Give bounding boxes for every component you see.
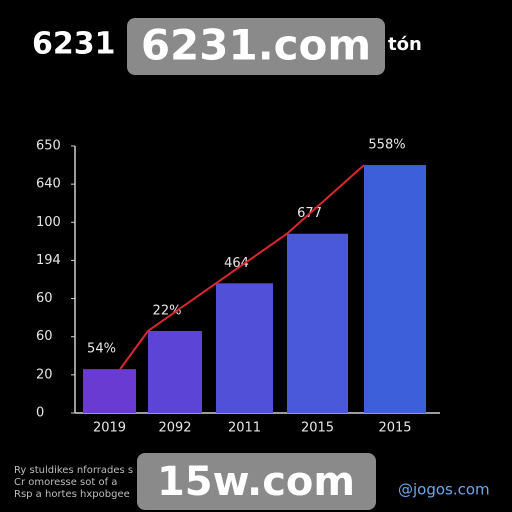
y-tick-label: 640 <box>36 177 61 192</box>
bar <box>287 233 348 413</box>
y-tick-label: 650 <box>36 139 61 154</box>
x-tick-label: 2019 <box>93 421 126 436</box>
y-tick-label: 0 <box>36 406 44 421</box>
footnote: Cr omoresse sot of a <box>14 477 117 488</box>
watermark: 15w.com <box>157 459 355 505</box>
annotation: 54% <box>87 342 116 357</box>
trend-line <box>119 164 365 370</box>
annotation: 558% <box>368 138 405 153</box>
y-tick-label: 100 <box>36 215 61 230</box>
x-tick-label: 2011 <box>228 421 261 436</box>
y-tick-label: 60 <box>36 291 53 306</box>
bar <box>148 330 202 413</box>
x-tick-label: 2092 <box>158 421 191 436</box>
y-tick-label: 20 <box>36 367 53 382</box>
y-tick-label: 60 <box>36 329 53 344</box>
bar <box>83 369 136 413</box>
title-suffix: tón <box>388 34 422 55</box>
annotation: 22% <box>153 303 182 318</box>
footnote: Rsp a hortes hxpobgee <box>14 489 130 500</box>
x-tick-label: 2015 <box>378 421 411 436</box>
footnote: Ry stuldikes nforrades s <box>14 465 133 476</box>
watermark: 6231.com <box>141 21 371 70</box>
x-tick-label: 2015 <box>301 421 334 436</box>
annotation: 464 <box>224 256 249 271</box>
bar <box>364 165 426 413</box>
watermark-box <box>127 18 385 75</box>
chart-title: 6231 <box>32 27 116 62</box>
bar <box>216 283 273 413</box>
watermark: @jogos.com <box>398 481 490 499</box>
y-tick-label: 194 <box>36 253 61 268</box>
watermark-box <box>137 453 376 510</box>
